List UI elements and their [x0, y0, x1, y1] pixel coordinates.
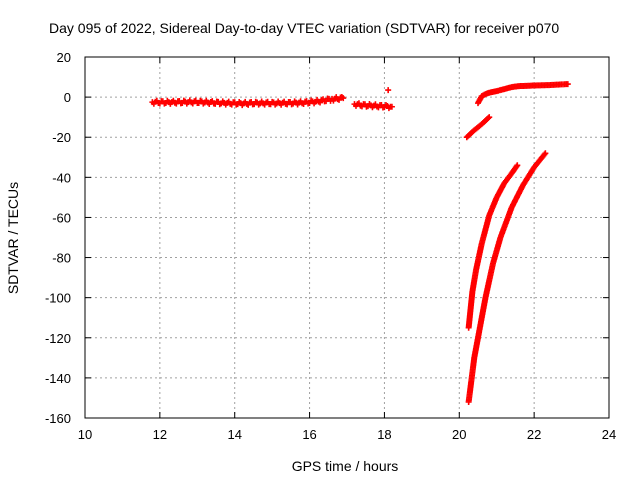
- y-tick-label: -20: [52, 130, 71, 145]
- data-point: [514, 162, 521, 169]
- y-tick-label: -160: [45, 411, 71, 426]
- data-point: [564, 81, 571, 88]
- y-tick-label: -60: [52, 210, 71, 225]
- y-tick-label: -80: [52, 251, 71, 266]
- x-tick-label: 24: [602, 427, 616, 442]
- x-tick-label: 18: [377, 427, 391, 442]
- x-tick-label: 12: [153, 427, 167, 442]
- data-point: [485, 115, 492, 122]
- x-tick-label: 10: [78, 427, 92, 442]
- y-tick-label: -140: [45, 371, 71, 386]
- y-tick-label: -100: [45, 291, 71, 306]
- data-point: [513, 163, 520, 170]
- data-point: [340, 95, 347, 102]
- y-axis-title: SDTVAR / TECUs: [5, 182, 21, 294]
- y-tick-label: -40: [52, 170, 71, 185]
- data-point: [388, 103, 395, 110]
- data-point: [541, 151, 548, 158]
- x-axis-title: GPS time / hours: [292, 458, 399, 474]
- data-marks: [149, 81, 571, 405]
- chart-title: Day 095 of 2022, Sidereal Day-to-day VTE…: [49, 20, 559, 36]
- data-point: [542, 150, 549, 157]
- x-tick-label: 22: [527, 427, 541, 442]
- tick-layer: 10 12 14 16 18 20 22 24 -160 -140 -120 -100 -80 -60 -4…: [45, 50, 616, 442]
- data-point: [486, 114, 493, 121]
- grid-layer: [85, 57, 609, 418]
- x-tick-label: 14: [227, 427, 241, 442]
- y-tick-label: -120: [45, 331, 71, 346]
- x-tick-label: 20: [452, 427, 466, 442]
- x-tick-label: 16: [302, 427, 316, 442]
- y-tick-label: 0: [64, 90, 71, 105]
- plot-frame: [84, 56, 610, 419]
- y-tick-label: 20: [57, 50, 71, 65]
- data-point: [385, 87, 392, 94]
